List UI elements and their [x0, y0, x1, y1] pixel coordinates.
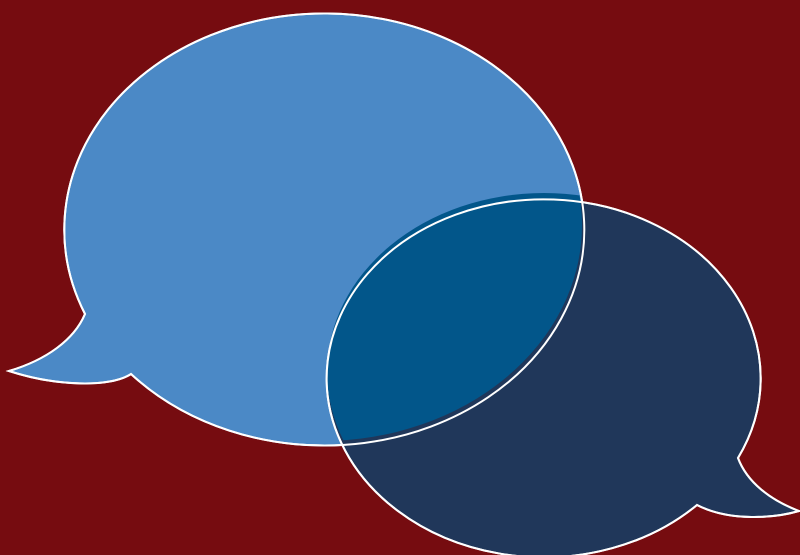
bubble-overlap — [327, 193, 582, 441]
right-bubble-outline — [325, 198, 800, 555]
left-bubble-outline — [5, 12, 586, 447]
